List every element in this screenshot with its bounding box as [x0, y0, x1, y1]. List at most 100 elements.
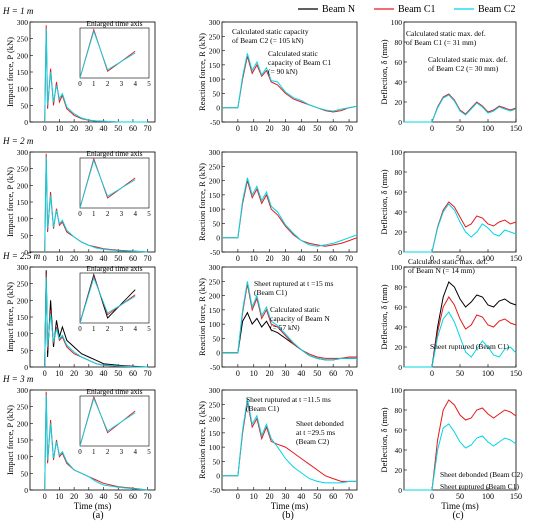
- panel-a-3m-ytick-label: 50: [21, 469, 29, 478]
- panel-b-2-5m-ytick-label: 50: [213, 334, 221, 343]
- panel-b-3m-ytick-label: 250: [209, 400, 221, 409]
- panel-b-2m-xtick-label: 0: [236, 254, 240, 263]
- panel-a-3m-inset-frame: [79, 395, 150, 447]
- panel-c-3m-xlabel: Time (ms): [441, 501, 478, 511]
- panel-c-2m-ytick-label: 60: [395, 188, 403, 197]
- panel-a-3m-xtick-label: 40: [100, 492, 108, 501]
- panel-b-1m-ylabel: Reaction force, R (kN): [197, 33, 207, 111]
- panel-b-3m-xtick-label: 10: [250, 492, 258, 501]
- panel-a-2-5m-inset-series-beam-c2: [79, 276, 136, 324]
- panel-a-2-5m-inset-xtick-label: 4: [133, 325, 137, 333]
- note-r0b-c2-line-1: of Beam C2 (= 105 kN): [232, 36, 304, 45]
- panel-a-2-5m-ytick-label: 200: [17, 296, 29, 305]
- panel-c-2-5m-series-beam-c1: [404, 296, 517, 368]
- panel-c-2-5m-xtick-label: 150: [510, 369, 522, 378]
- panel-c-2m-ylabel: Deflection, δ (mm): [379, 169, 389, 234]
- panel-a-2m-ytick-label: 300: [17, 148, 29, 157]
- panel-b-2-5m-ytick-label: 300: [209, 263, 221, 272]
- panel-a-2m-inset-series-beam-c2: [79, 159, 136, 209]
- panel-a-3m-ytick-label: 200: [17, 419, 29, 428]
- panel-c-3m-series-beam-c2: [404, 423, 517, 491]
- panel-a-2-5m-inset: Enlarged time axis 0 1 2 3 4 5: [78, 264, 151, 333]
- panel-a-3m-ylabel: Impact force, P (kN): [5, 405, 15, 475]
- panel-a-1m-ytick-label: 150: [17, 68, 29, 77]
- legend: Beam N Beam C1 Beam C2: [298, 4, 516, 15]
- note-r0c-c2-line-1: of Beam C2 (= 30 mm): [428, 64, 499, 73]
- panel-a-2m-inset: Enlarged time axis 0 1 2 3 4 5: [78, 149, 151, 218]
- panel-a-2-5m-inset-frame: [79, 272, 150, 324]
- panel-b-2m-ytick-label: 150: [209, 191, 221, 200]
- note-r3b-c2-line-1: at t =29.5 ms: [296, 428, 335, 437]
- panel-b-2-5m-xtick-label: 40: [297, 369, 305, 378]
- panel-b-3m-ytick-label: -50: [210, 486, 220, 495]
- panel-b-3m-xtick-label: 20: [266, 492, 274, 501]
- panel-a-2m-inset-xtick-label: 3: [120, 210, 124, 218]
- panel-a-1m-inset-xtick-label: 2: [106, 80, 110, 88]
- panel-c-2-5m: 0 50 100 150 0 20 40 60 80 100 Deflection, δ (mm): [379, 263, 522, 378]
- panel-a-2m-xtick-label: 30: [85, 254, 93, 263]
- panel-c-1m: 0 50 100 150 0 20 40 60 80 100 Deflection, δ (mm): [379, 18, 522, 133]
- panel-c-2m-series-beam-c2: [404, 203, 517, 253]
- panel-b-3m-ytick-label: 0: [216, 472, 220, 481]
- panel-a-2-5m-inset-xtick-label: 0: [78, 325, 82, 333]
- panel-a-2m-ytick-label: 100: [17, 215, 29, 224]
- panel-b-3m-series-beam-c2: [222, 398, 357, 484]
- panel-b-3m-ylabel: Reaction force, R (kN): [197, 401, 207, 479]
- note-r2c-c1-line-0: Sheet ruptured (Beam C1): [430, 342, 509, 351]
- note-r0b-c1-line-2: (= 90 kN): [268, 67, 298, 76]
- panel-a-3m-xtick-label: 70: [144, 492, 152, 501]
- panel-c-2m: 0 50 100 150 0 20 40 60 80 100 Deflection, δ (mm): [379, 148, 522, 263]
- panel-a-2-5m-ytick-label: 300: [17, 263, 29, 272]
- panel-a-2-5m-inset-xtick-label: 5: [147, 325, 151, 333]
- panel-c-2m-xtick-label: 100: [482, 254, 494, 263]
- panel-b-2-5m-ylabel: Reaction force, R (kN): [197, 278, 207, 356]
- panel-b-1m-ytick-label: 200: [209, 47, 221, 56]
- panel-b-3m-xtick-label: 40: [297, 492, 305, 501]
- panel-c-2-5m-series-beam-c2: [404, 311, 517, 368]
- panel-c-2m-xtick-label: 0: [430, 254, 434, 263]
- panel-c-3m-ytick-label: 80: [395, 406, 403, 415]
- row-label-2-5m: H = 2.5 m: [2, 251, 41, 261]
- panel-a-3m-inset-xtick-label: 3: [120, 448, 124, 456]
- panel-b-1m-xtick-label: 60: [329, 124, 337, 133]
- panel-c-3m-ytick-label: 40: [395, 446, 403, 455]
- panel-a-1m-inset-xtick-label: 4: [133, 80, 137, 88]
- panel-a-2-5m-xtick-label: 40: [100, 369, 108, 378]
- panel-c-3m-ytick-label: 100: [391, 386, 403, 395]
- panel-b-1m-ytick-label: 100: [209, 75, 221, 84]
- panel-c-1m-xtick-label: 50: [456, 124, 464, 133]
- panel-a-1m-inset-xtick-label: 0: [78, 80, 82, 88]
- panel-a-1m-xtick-label: 70: [144, 124, 152, 133]
- panel-a-3m-series-beam-c2: [44, 394, 148, 491]
- panel-a-2-5m-inset-xtick-label: 1: [92, 325, 96, 333]
- panel-b-3m-xtick-label: 60: [329, 492, 337, 501]
- panel-a-3m-ytick-label: 0: [24, 486, 28, 495]
- panel-b-2m-ylabel: Reaction force, R (kN): [197, 163, 207, 241]
- panel-b-1m-ytick-label: 50: [213, 89, 221, 98]
- panel-c-3m-xtick-label: 50: [456, 492, 464, 501]
- column-label-a: (a): [92, 510, 103, 521]
- panel-a-2-5m-series-beam-c2: [44, 276, 148, 368]
- panel-a-1m-ytick-label: 300: [17, 18, 29, 27]
- panel-a-2m: 0 10 20 30 40 50 60 70050100150200250300Impact …: [5, 148, 156, 263]
- panel-a-2m-inset-xtick-label: 0: [78, 210, 82, 218]
- panel-a-3m-inset: Enlarged time axis 0 1 2 3 4 5: [78, 387, 151, 456]
- panel-c-2-5m-series-beam-n: [404, 281, 517, 368]
- panel-b-1m: 0 10 20 30 40 50 60 70 -50 0 50 100 150 200 250 300Reac…: [197, 18, 358, 133]
- panel-a-1m-ytick-label: 250: [17, 35, 29, 44]
- note-r2b-c1-line-1: (Beam C1): [254, 288, 288, 297]
- panel-a-3m-inset-xtick-label: 0: [78, 448, 82, 456]
- panel-c-2m-frame: [403, 151, 517, 253]
- panel-a-2m-inset-title: Enlarged time axis: [86, 149, 142, 158]
- legend-label-beam-c1: Beam C1: [398, 4, 436, 15]
- panel-a-2m-ytick-label: 150: [17, 198, 29, 207]
- panel-a-3m-ytick-label: 250: [17, 403, 29, 412]
- panel-a-3m-xtick-label: 0: [43, 492, 47, 501]
- row-label-2m: H = 2 m: [2, 136, 34, 146]
- panel-a-1m-inset-frame: [79, 27, 150, 79]
- panel-b-2m-xtick-label: 30: [282, 254, 290, 263]
- panel-b-2-5m-xtick-label: 0: [236, 369, 240, 378]
- note-r2b-n-line-0: Calculated static: [270, 305, 320, 314]
